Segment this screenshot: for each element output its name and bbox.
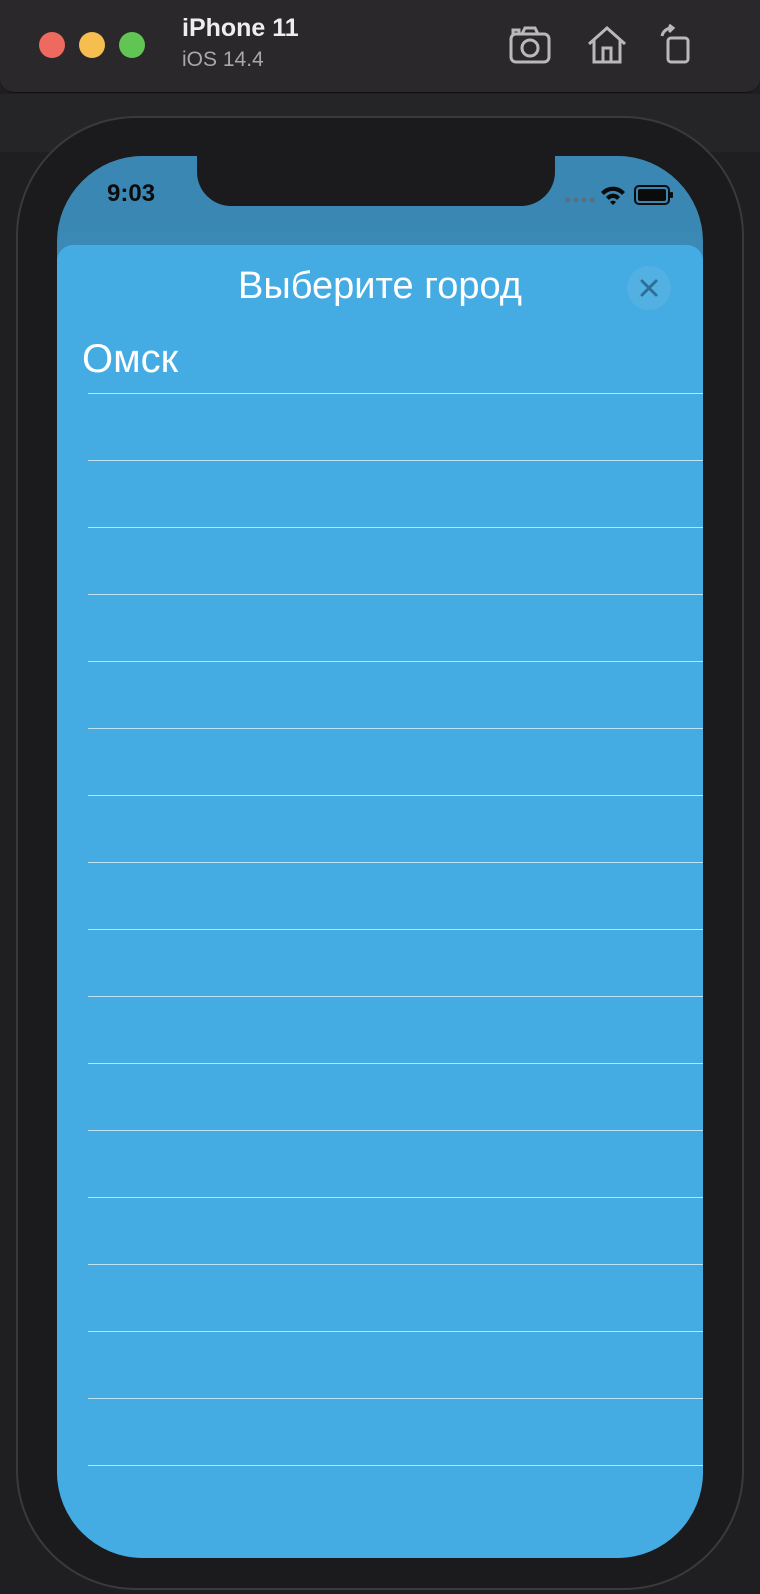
screenshot-icon[interactable]: [508, 24, 552, 66]
simulator-title-bar: iPhone 11 iOS 14.4: [0, 0, 760, 93]
close-icon: [640, 279, 658, 297]
table-row[interactable]: [57, 394, 703, 461]
close-window-button[interactable]: [39, 32, 65, 58]
wifi-icon: [601, 186, 625, 205]
cellular-signal-icon: [565, 197, 595, 203]
table-row[interactable]: [57, 997, 703, 1064]
battery-icon: [634, 185, 673, 205]
iphone-screen: 9:03: [57, 156, 703, 1558]
close-button[interactable]: [627, 266, 671, 310]
table-row[interactable]: [57, 1265, 703, 1332]
table-row[interactable]: [57, 863, 703, 930]
table-row[interactable]: [57, 1064, 703, 1131]
table-row[interactable]: [57, 595, 703, 662]
table-row[interactable]: [57, 1131, 703, 1198]
os-version: iOS 14.4: [182, 48, 264, 71]
table-row[interactable]: [57, 662, 703, 729]
city-label: Омск: [82, 337, 179, 381]
table-row[interactable]: [57, 930, 703, 997]
device-name: iPhone 11: [182, 14, 299, 42]
table-row[interactable]: [57, 461, 703, 528]
table-row[interactable]: [57, 1332, 703, 1399]
minimize-window-button[interactable]: [79, 32, 105, 58]
zoom-window-button[interactable]: [119, 32, 145, 58]
city-list[interactable]: Омск: [57, 327, 703, 1466]
table-row[interactable]: [57, 796, 703, 863]
rotate-icon[interactable]: [656, 23, 700, 66]
table-row[interactable]: [57, 528, 703, 595]
city-picker-sheet: Выберите город Омск: [57, 245, 703, 1558]
status-time: 9:03: [107, 180, 156, 207]
table-row[interactable]: [57, 1198, 703, 1265]
status-icons: [565, 184, 675, 206]
city-row-omsk[interactable]: Омск: [57, 327, 703, 394]
table-row[interactable]: [57, 1399, 703, 1466]
table-row[interactable]: [57, 729, 703, 796]
device-notch: [197, 156, 555, 206]
home-icon[interactable]: [585, 24, 629, 66]
sheet-title: Выберите город: [238, 265, 522, 307]
